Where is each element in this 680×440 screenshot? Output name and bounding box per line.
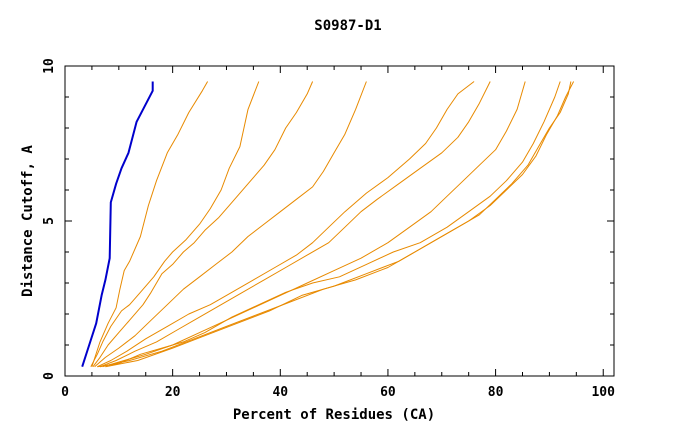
x-axis-label: Percent of Residues (CA) [233,407,435,423]
y-tick-label: 0 [42,372,57,380]
series-line-1 [91,81,209,367]
series-line-4 [94,81,367,368]
series-line-2 [90,81,260,367]
x-tick-label: 80 [488,385,504,400]
x-tick-label: 60 [380,385,396,400]
series-line-highlight [81,81,154,368]
x-tick-label: 100 [591,385,615,400]
series-line-10 [105,81,575,368]
chart-title: S0987-D1 [314,18,381,34]
y-tick-label: 10 [42,58,57,74]
x-tick-label: 40 [272,385,288,400]
series-line-3 [92,81,314,368]
plot-lines [81,81,575,368]
plot-frame [64,65,615,377]
x-tick-label: 20 [165,385,181,400]
x-axis: 0 20 40 60 80 100 [61,66,615,400]
y-tick-label: 5 [42,217,57,225]
y-axis: 0 5 10 [42,58,614,380]
y-axis-label: Distance Cutoff, A [20,145,36,297]
series-line-5 [97,81,475,368]
series-line-8 [97,81,561,368]
x-tick-label: 0 [61,385,69,400]
series-line-6 [99,81,491,368]
series-line-7 [102,81,526,368]
